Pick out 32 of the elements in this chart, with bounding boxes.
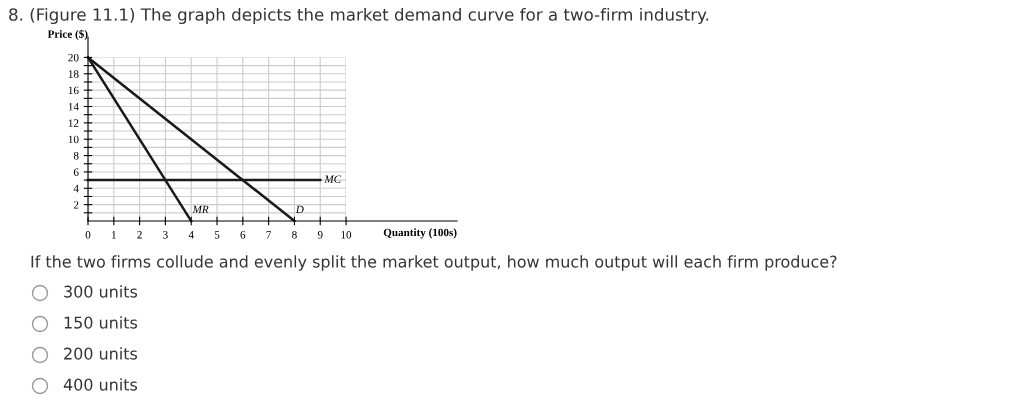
x-tick-label: 7 [266, 231, 272, 239]
x-tick-label: 3 [163, 231, 168, 239]
y-tick-label: 2 [73, 201, 79, 209]
x-tick-label: 9 [317, 231, 323, 239]
text: 300 units [64, 285, 138, 298]
x-tick-label: 6 [240, 231, 246, 239]
x-tick-label: 0 [85, 231, 91, 239]
x-axis-title: Quantity (100s) [383, 228, 457, 239]
y-tick-label: 16 [68, 86, 79, 95]
series-label: D [295, 205, 304, 214]
y-tick-label: 4 [73, 184, 79, 193]
x-tick-label: 10 [341, 231, 352, 239]
y-tick-label: 12 [68, 119, 79, 127]
text: 150 units [64, 316, 138, 329]
y-tick-label: 6 [73, 168, 79, 176]
chart-title: 8. (Figure 11.1) The graph depicts the market demand curve for a two-firm industry. [9, 7, 709, 25]
text: 400 units [63, 378, 138, 391]
text: 200 units [64, 347, 138, 360]
y-tick-label: 8 [73, 152, 79, 160]
x-tick-label: 1 [112, 231, 116, 239]
y-tick-label: 10 [68, 135, 79, 144]
text: If the two firms collude and evenly split the market output, how much output will each firm produce? [31, 255, 837, 271]
y-tick-label: 18 [68, 70, 79, 78]
y-tick-label: 20 [68, 53, 79, 62]
y-axis-title: Price ($) [47, 29, 88, 41]
x-tick-label: 5 [214, 231, 220, 239]
y-tick-label: 14 [68, 103, 79, 111]
x-tick-label: 8 [292, 231, 297, 239]
x-tick-label: 4 [188, 231, 194, 239]
series-label: MR [192, 205, 209, 214]
x-tick-label: 2 [137, 231, 142, 239]
series-label: MC [324, 175, 342, 183]
